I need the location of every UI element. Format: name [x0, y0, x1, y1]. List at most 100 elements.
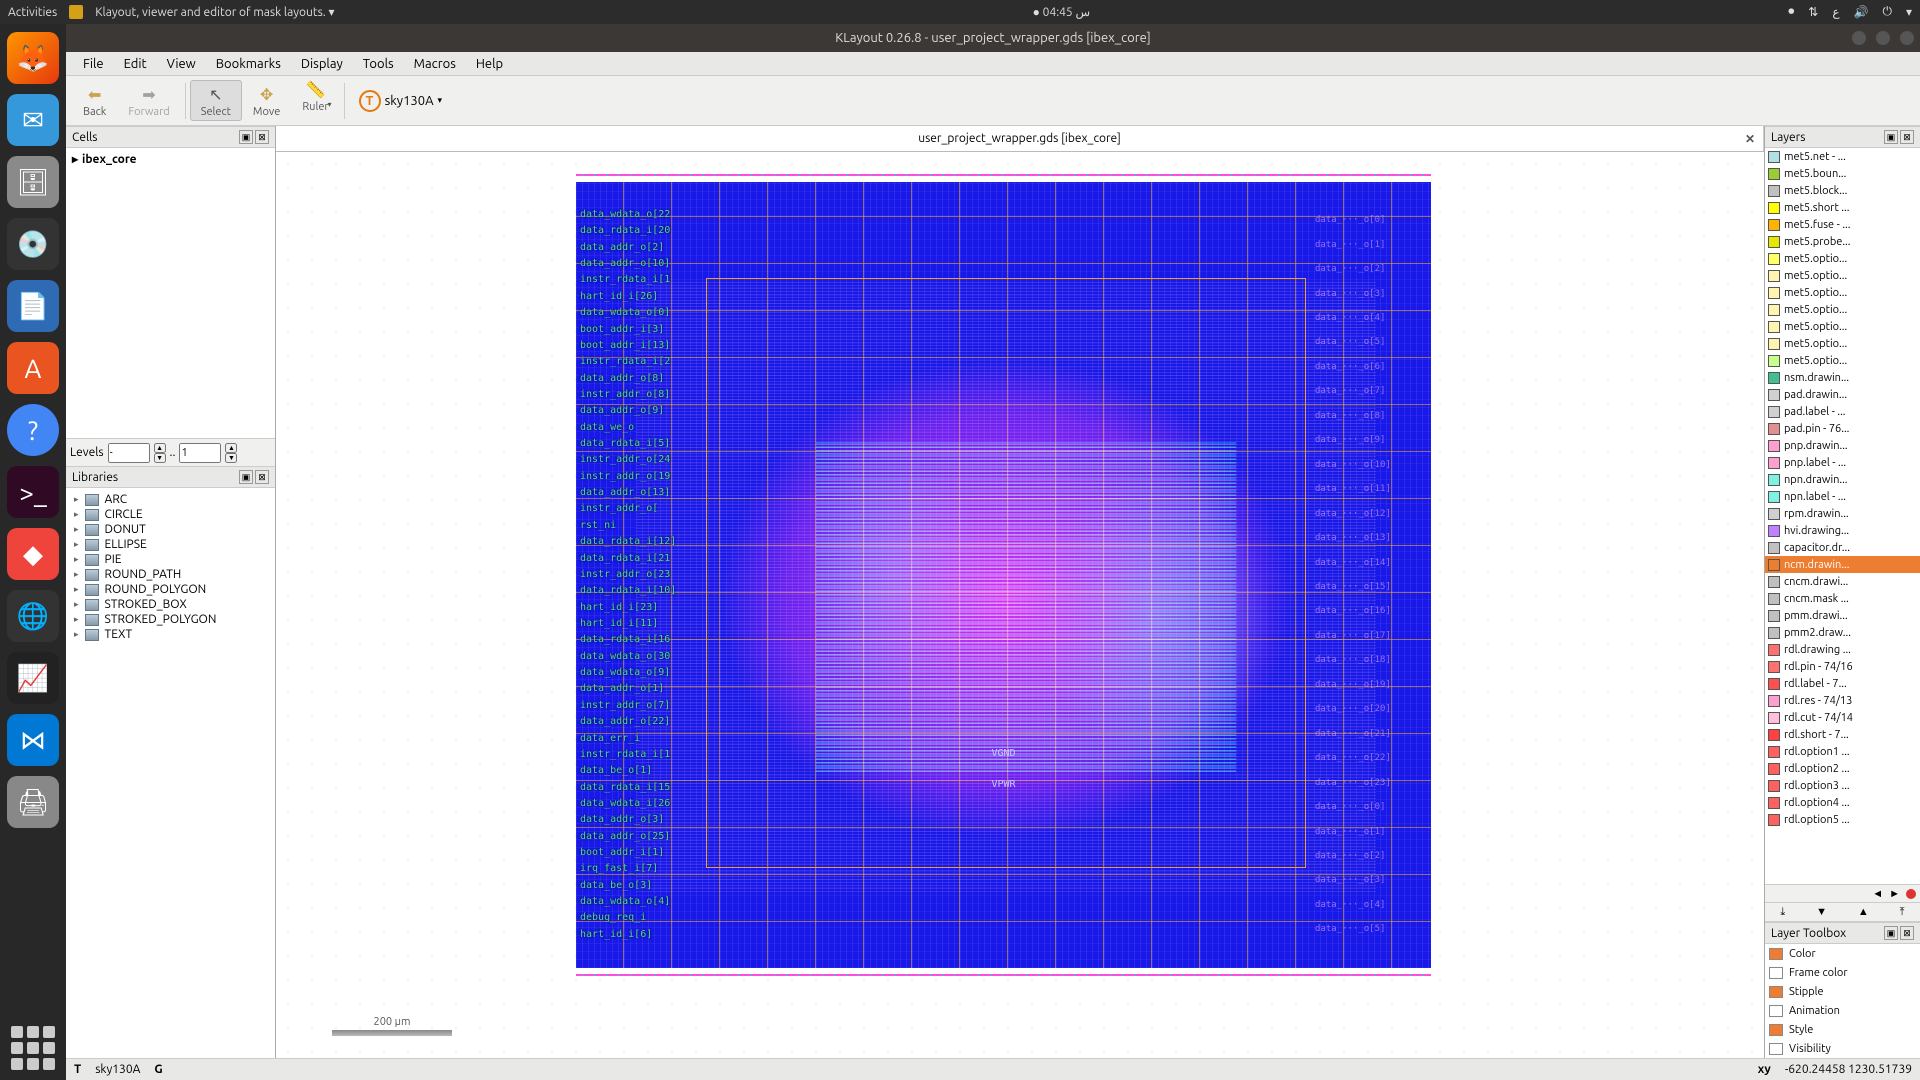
- layer-item[interactable]: rdl.label - 7...: [1765, 675, 1920, 692]
- menu-tools[interactable]: Tools: [354, 55, 403, 73]
- layer-item[interactable]: cncm.drawi...: [1765, 573, 1920, 590]
- dock-thunderbird-icon[interactable]: ✉: [7, 94, 59, 146]
- layer-item[interactable]: pad.drawin...: [1765, 386, 1920, 403]
- move-tool-button[interactable]: ✥ Move: [242, 80, 291, 121]
- layer-down-icon[interactable]: ▼: [1816, 906, 1827, 918]
- layer-item[interactable]: rdl.res - 74/13: [1765, 692, 1920, 709]
- layer-up-icon[interactable]: ▲: [1858, 906, 1869, 918]
- dock-klayout-icon[interactable]: 🌐: [7, 590, 59, 642]
- layer-item[interactable]: met5.optio...: [1765, 335, 1920, 352]
- network-icon[interactable]: ⇅: [1808, 5, 1818, 19]
- layer-item[interactable]: met5.optio...: [1765, 284, 1920, 301]
- layer-item[interactable]: met5.optio...: [1765, 250, 1920, 267]
- layer-item[interactable]: pnp.label - ...: [1765, 454, 1920, 471]
- cells-tree[interactable]: ▸ ibex_core: [66, 148, 275, 438]
- toolbox-row-frame-color[interactable]: Frame color: [1765, 963, 1920, 982]
- spin-up-button[interactable]: ▲: [225, 443, 237, 453]
- layer-item[interactable]: met5.probe...: [1765, 233, 1920, 250]
- spin-down-button[interactable]: ▼: [225, 453, 237, 463]
- dock-help-icon[interactable]: ?: [7, 404, 59, 456]
- library-item[interactable]: PIE: [74, 552, 267, 567]
- library-item[interactable]: DONUT: [74, 522, 267, 537]
- keyboard-layout-icon[interactable]: ع: [1832, 5, 1839, 19]
- dock-firefox-icon[interactable]: 🦊: [7, 32, 59, 84]
- layout-tab[interactable]: user_project_wrapper.gds [ibex_core] ✕: [276, 126, 1764, 151]
- close-button[interactable]: [1900, 31, 1914, 45]
- dock-monitor-icon[interactable]: 📈: [7, 652, 59, 704]
- dropdown-caret-icon[interactable]: ▾: [438, 95, 443, 106]
- panel-float-button[interactable]: ▣: [239, 470, 253, 484]
- layer-item[interactable]: rdl.option4 ...: [1765, 794, 1920, 811]
- panel-close-button[interactable]: ⊠: [255, 130, 269, 144]
- layer-item[interactable]: hvi.drawing...: [1765, 522, 1920, 539]
- library-item[interactable]: STROKED_BOX: [74, 597, 267, 612]
- layer-item[interactable]: rpm.drawin...: [1765, 505, 1920, 522]
- library-item[interactable]: TEXT: [74, 627, 267, 642]
- library-item[interactable]: ELLIPSE: [74, 537, 267, 552]
- dock-writer-icon[interactable]: 📄: [7, 280, 59, 332]
- layer-item[interactable]: pad.pin - 76...: [1765, 420, 1920, 437]
- minimize-button[interactable]: [1852, 31, 1866, 45]
- layer-item[interactable]: met5.optio...: [1765, 267, 1920, 284]
- layer-item[interactable]: capacitor.dr...: [1765, 539, 1920, 556]
- panel-float-button[interactable]: ▣: [239, 130, 253, 144]
- layer-toolbox[interactable]: ColorFrame colorStippleAnimationStyleVis…: [1765, 944, 1920, 1058]
- panel-float-button[interactable]: ▣: [1884, 926, 1898, 940]
- layer-item[interactable]: rdl.drawing ...: [1765, 641, 1920, 658]
- layer-up-all-icon[interactable]: ⤒: [1900, 906, 1905, 919]
- layer-item[interactable]: ncm.drawin...: [1765, 556, 1920, 573]
- power-icon[interactable]: ⏻: [1882, 5, 1892, 19]
- tab-close-button[interactable]: ✕: [1745, 132, 1755, 146]
- dock-files-icon[interactable]: 🗄: [7, 156, 59, 208]
- dock-software-icon[interactable]: A: [7, 342, 59, 394]
- layer-item[interactable]: cncm.mask ...: [1765, 590, 1920, 607]
- layer-item[interactable]: met5.optio...: [1765, 301, 1920, 318]
- tech-selector[interactable]: T sky130A ▾: [359, 90, 442, 112]
- layer-item[interactable]: met5.optio...: [1765, 352, 1920, 369]
- library-item[interactable]: STROKED_POLYGON: [74, 612, 267, 627]
- back-button[interactable]: ⬅ Back: [72, 80, 117, 121]
- activities-button[interactable]: Activities: [8, 6, 57, 19]
- panel-close-button[interactable]: ⊠: [255, 470, 269, 484]
- panel-float-button[interactable]: ▣: [1884, 130, 1898, 144]
- panel-close-button[interactable]: ⊠: [1900, 926, 1914, 940]
- forward-button[interactable]: ➡ Forward: [117, 80, 180, 121]
- menu-bookmarks[interactable]: Bookmarks: [207, 55, 290, 73]
- layer-item[interactable]: pnp.drawin...: [1765, 437, 1920, 454]
- layer-item[interactable]: met5.optio...: [1765, 318, 1920, 335]
- menu-file[interactable]: File: [74, 55, 113, 73]
- menu-help[interactable]: Help: [467, 55, 512, 73]
- caret-down-icon[interactable]: ▾: [1906, 5, 1912, 19]
- maximize-button[interactable]: [1876, 31, 1890, 45]
- app-menu[interactable]: Klayout, viewer and editor of mask layou…: [95, 5, 334, 19]
- screen-record-icon[interactable]: ⏺: [1788, 5, 1794, 19]
- layer-item[interactable]: npn.label - ...: [1765, 488, 1920, 505]
- system-tray[interactable]: ⏺ ⇅ ع 🔊 ⏻ ▾: [1788, 5, 1912, 19]
- level-min-input[interactable]: [108, 443, 150, 463]
- layer-item[interactable]: rdl.option1 ...: [1765, 743, 1920, 760]
- spin-down-button[interactable]: ▼: [154, 453, 166, 463]
- layer-item[interactable]: rdl.option3 ...: [1765, 777, 1920, 794]
- toolbox-row-visibility[interactable]: Visibility: [1765, 1039, 1920, 1058]
- dock-vscode-icon[interactable]: ⋈: [7, 714, 59, 766]
- layer-item[interactable]: rdl.option5 ...: [1765, 811, 1920, 828]
- dock-anydesk-icon[interactable]: ◆: [7, 528, 59, 580]
- layer-item[interactable]: npn.drawin...: [1765, 471, 1920, 488]
- layer-item[interactable]: rdl.option2 ...: [1765, 760, 1920, 777]
- toolbox-row-style[interactable]: Style: [1765, 1020, 1920, 1039]
- menu-edit[interactable]: Edit: [115, 55, 156, 73]
- dock-terminal-icon[interactable]: >_: [7, 466, 59, 518]
- library-item[interactable]: ROUND_POLYGON: [74, 582, 267, 597]
- ruler-tool-button[interactable]: 📏 Ruler ▾: [291, 75, 339, 126]
- spin-up-button[interactable]: ▲: [154, 443, 166, 453]
- layer-down-all-icon[interactable]: ⤓: [1780, 906, 1785, 919]
- dock-printer-icon[interactable]: 🖨: [7, 776, 59, 828]
- layer-item[interactable]: met5.fuse - ...: [1765, 216, 1920, 233]
- layer-item[interactable]: met5.boun...: [1765, 165, 1920, 182]
- toolbox-row-stipple[interactable]: Stipple: [1765, 982, 1920, 1001]
- libraries-list[interactable]: ARCCIRCLEDONUTELLIPSEPIEROUND_PATHROUND_…: [66, 488, 275, 1058]
- layer-item[interactable]: pad.label - ...: [1765, 403, 1920, 420]
- library-item[interactable]: CIRCLE: [74, 507, 267, 522]
- layer-item[interactable]: nsm.drawin...: [1765, 369, 1920, 386]
- layer-item[interactable]: rdl.short - 7...: [1765, 726, 1920, 743]
